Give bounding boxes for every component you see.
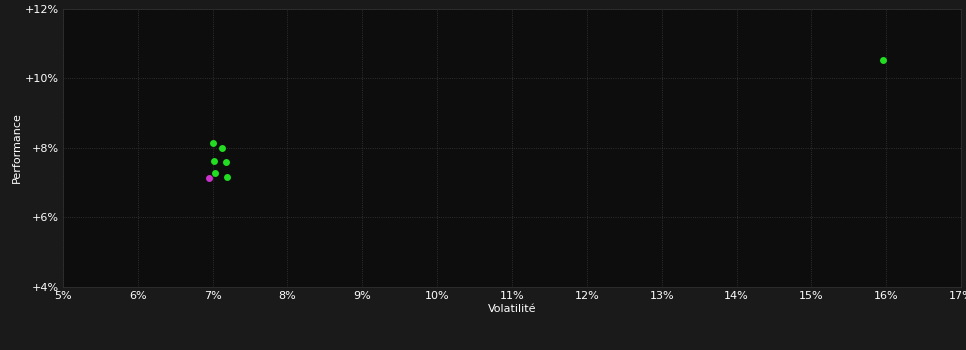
Point (207, 170, 222, 176)
Point (875, 57, 891, 63)
Point (219, 175, 235, 180)
Point (218, 160, 234, 165)
X-axis label: Volatilité: Volatilité (488, 304, 536, 314)
Y-axis label: Performance: Performance (12, 112, 21, 183)
Point (207, 158, 222, 164)
Point (201, 176, 216, 181)
Point (205, 140, 220, 146)
Point (213, 145, 229, 150)
